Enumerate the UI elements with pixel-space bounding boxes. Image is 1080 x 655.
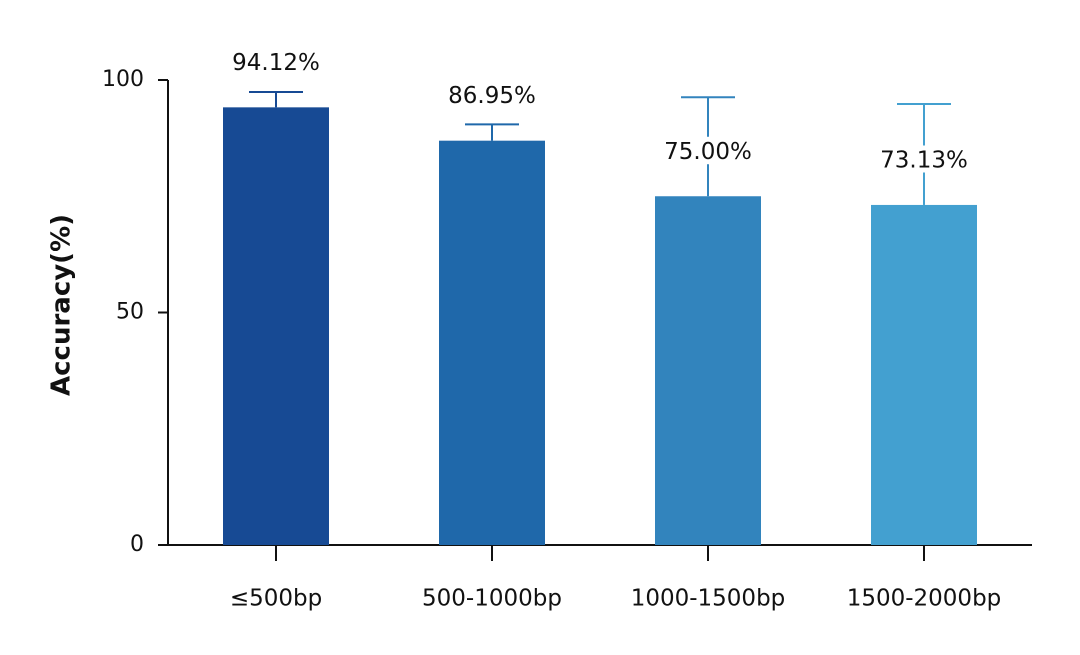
x-tick-label: 1500-2000bp xyxy=(847,586,1002,612)
error-bar xyxy=(249,90,303,108)
y-tick-label: 50 xyxy=(116,300,144,325)
bar xyxy=(655,196,761,545)
bar xyxy=(223,107,329,545)
value-label: 86.95% xyxy=(448,83,536,109)
bar xyxy=(439,140,545,545)
y-tick-label: 0 xyxy=(130,532,144,557)
bar xyxy=(871,204,977,545)
value-label: 73.13% xyxy=(880,147,968,173)
y-tick-label: 100 xyxy=(102,67,144,92)
y-axis-label: Accuracy(%) xyxy=(47,214,77,396)
value-label: 94.12% xyxy=(232,50,320,76)
x-tick-label: ≤500bp xyxy=(230,586,322,612)
error-bar xyxy=(465,123,519,141)
value-label: 75.00% xyxy=(664,139,752,165)
error-bar xyxy=(897,103,951,205)
error-bar xyxy=(681,96,735,197)
x-tick-label: 500-1000bp xyxy=(422,586,562,612)
x-tick-label: 1000-1500bp xyxy=(631,586,786,612)
